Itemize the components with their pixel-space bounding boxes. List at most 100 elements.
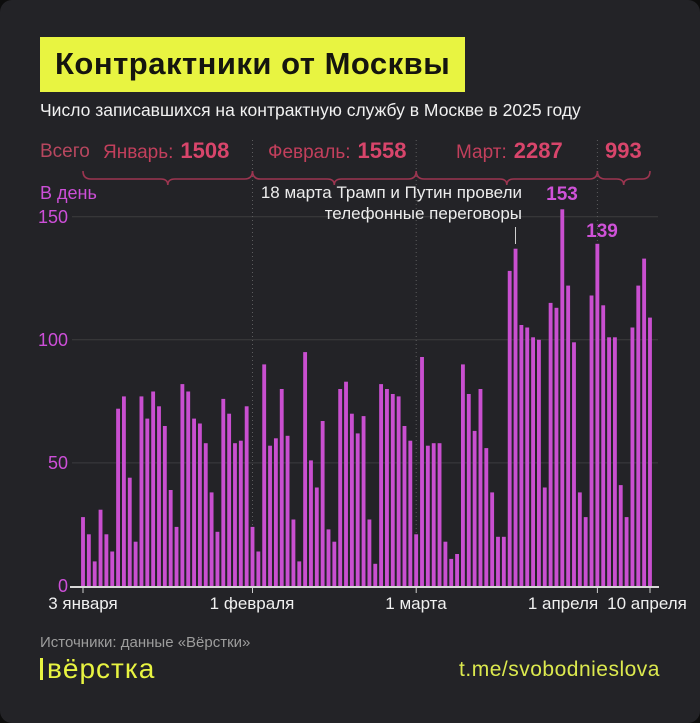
- day-bar: [618, 485, 623, 586]
- day-bar: [589, 295, 594, 586]
- day-bar: [127, 477, 132, 586]
- day-bar: [279, 389, 284, 586]
- day-bar: [273, 438, 278, 586]
- day-bar: [367, 519, 372, 586]
- day-bar: [86, 534, 91, 586]
- day-bar: [297, 561, 302, 586]
- day-bar: [250, 526, 255, 586]
- day-bar: [162, 426, 167, 586]
- day-bar: [548, 302, 553, 586]
- day-bar: [396, 396, 401, 586]
- day-bar: [81, 517, 85, 586]
- day-bar: [648, 317, 652, 586]
- month-name-february: Февраль:: [268, 142, 351, 163]
- day-bar: [572, 342, 576, 586]
- day-bar: [256, 551, 261, 586]
- day-bar: [455, 554, 460, 586]
- day-bar: [490, 492, 495, 586]
- month-value-march: 2287: [513, 138, 563, 163]
- day-bar: [139, 396, 144, 586]
- x-tick-apr1: 1 апреля: [527, 594, 599, 613]
- y-tick-150: 150: [37, 207, 68, 227]
- day-bar: [531, 337, 535, 586]
- day-bar: [449, 558, 454, 586]
- day-bar: [92, 561, 97, 586]
- day-bar: [344, 381, 348, 586]
- day-bar: [431, 443, 436, 586]
- day-bar: [215, 531, 220, 586]
- x-tick-feb1: 1 февраля: [209, 594, 295, 613]
- source-note: Источники: данные «Вёрстки»: [40, 634, 251, 651]
- day-bar: [133, 541, 138, 586]
- day-bar: [338, 389, 343, 586]
- day-bar: [197, 423, 202, 586]
- day-bar: [268, 445, 272, 586]
- day-bar: [630, 327, 635, 586]
- day-bar: [525, 327, 530, 586]
- day-bar: [361, 416, 366, 586]
- day-bar: [408, 440, 413, 586]
- day-bar: [420, 357, 424, 586]
- day-bar: [244, 406, 249, 586]
- month-name-january: Январь:: [103, 142, 174, 163]
- day-bar: [291, 519, 296, 586]
- day-bar: [507, 270, 512, 586]
- day-bar: [519, 325, 524, 586]
- logo-mark: [40, 658, 43, 680]
- verstka-logo: вёрстка: [40, 653, 155, 685]
- day-bar: [285, 435, 290, 586]
- day-bar: [314, 487, 319, 586]
- day-bar: [501, 536, 506, 586]
- day-bar: [425, 445, 430, 586]
- y-tick-100: 100: [37, 330, 68, 350]
- day-bar: [186, 391, 191, 586]
- day-bar: [262, 364, 267, 586]
- day-bar: [484, 448, 489, 586]
- peak-label-153: 153: [546, 184, 578, 205]
- day-bar: [145, 418, 150, 586]
- telegram-link[interactable]: t.me/svobodnieslova: [459, 658, 660, 681]
- day-bar: [320, 421, 325, 586]
- month-name-march: Март:: [456, 142, 507, 163]
- day-bar: [385, 389, 389, 586]
- day-bar: [168, 490, 173, 586]
- day-bar: [174, 526, 179, 586]
- day-bar: [355, 433, 360, 586]
- day-bar: [238, 440, 243, 586]
- day-bar: [566, 285, 571, 586]
- day-bar: [461, 364, 465, 586]
- day-bar: [180, 384, 185, 586]
- day-bar: [116, 408, 120, 586]
- month-value-january: 1508: [180, 138, 230, 163]
- day-bar: [233, 443, 237, 586]
- month-total-february: Февраль: 1558: [268, 138, 406, 164]
- month-bracket: [82, 170, 254, 186]
- day-bar: [309, 460, 313, 586]
- y-tick-0: 0: [57, 576, 68, 596]
- day-bar: [636, 285, 641, 586]
- day-bar: [349, 413, 354, 586]
- day-bar: [607, 337, 611, 586]
- day-bar: [560, 209, 565, 587]
- day-bar: [203, 443, 208, 586]
- day-bar: [577, 492, 582, 586]
- month-bracket: [596, 170, 651, 186]
- day-bar: [583, 517, 588, 586]
- day-bar: [612, 337, 617, 586]
- day-bar: [157, 406, 161, 586]
- day-bar: [542, 487, 547, 586]
- month-total-january: Январь: 1508: [103, 138, 229, 164]
- day-bar: [192, 418, 196, 586]
- day-bar: [536, 339, 541, 586]
- day-bar: [373, 563, 378, 586]
- day-bar: [209, 492, 214, 586]
- day-bar: [554, 307, 559, 586]
- day-bar: [221, 398, 226, 586]
- month-total-march: Март: 2287: [456, 138, 563, 164]
- day-bar: [151, 391, 156, 586]
- y-tick-50: 50: [47, 453, 68, 473]
- day-bar: [379, 384, 384, 586]
- day-bar: [332, 541, 337, 586]
- day-bar: [595, 243, 600, 587]
